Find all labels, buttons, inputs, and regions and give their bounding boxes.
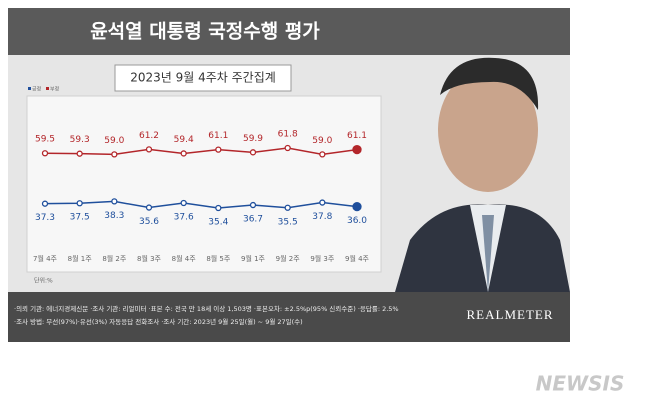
logo: REALMETER bbox=[467, 307, 554, 322]
data-label: 37.5 bbox=[70, 213, 90, 223]
data-label: 35.5 bbox=[278, 217, 298, 227]
data-label: 35.6 bbox=[139, 217, 159, 227]
watermark: NEWSIS bbox=[536, 372, 625, 396]
data-label: 37.3 bbox=[35, 213, 55, 223]
subtitle: 2023년 9월 4주차 주간집계 bbox=[130, 71, 276, 85]
x-tick-label: 9월 3주 bbox=[310, 254, 335, 263]
point bbox=[41, 200, 49, 207]
point bbox=[215, 146, 222, 153]
data-label: 38.3 bbox=[104, 211, 124, 221]
data-label: 37.6 bbox=[174, 213, 194, 223]
data-label: 36.0 bbox=[347, 216, 367, 226]
point bbox=[111, 151, 118, 158]
x-tick-label: 8월 2주 bbox=[102, 254, 127, 263]
series-line bbox=[44, 200, 358, 209]
series-line bbox=[44, 147, 358, 156]
point bbox=[352, 144, 362, 155]
data-label: 35.4 bbox=[208, 218, 228, 228]
legend-label: 부정 bbox=[50, 86, 59, 93]
data-label: 61.1 bbox=[347, 131, 367, 141]
point bbox=[180, 199, 187, 207]
footer-line: ·조사 방법: 무선(97%)·유선(3%) 자동응답 전화조사 ·조사 기간:… bbox=[14, 317, 303, 326]
footer-line: ·의뢰 기관: 에너지경제신문 ·조사 기관: 리얼미터 ·표본 수: 전국 만… bbox=[14, 304, 399, 313]
x-tick-label: 8월 4주 bbox=[172, 254, 197, 263]
data-label: 59.3 bbox=[70, 135, 90, 145]
legend-label: 긍정 bbox=[32, 86, 41, 93]
x-tick-label: 9월 1주 bbox=[241, 254, 266, 263]
legend-swatch bbox=[46, 87, 49, 90]
point bbox=[249, 201, 257, 209]
data-label: 61.8 bbox=[278, 130, 298, 140]
data-label: 59.0 bbox=[104, 136, 124, 146]
title-bar bbox=[8, 8, 570, 55]
data-label: 61.1 bbox=[208, 131, 228, 141]
data-label: 61.2 bbox=[139, 131, 159, 141]
x-tick-label: 9월 4주 bbox=[345, 254, 370, 263]
point bbox=[284, 204, 291, 211]
footer-bar bbox=[8, 292, 570, 342]
point bbox=[319, 199, 326, 206]
x-tick-label: 8월 1주 bbox=[68, 254, 93, 263]
x-tick-label: 8월 3주 bbox=[137, 254, 162, 263]
unit: 단위:% bbox=[34, 277, 53, 285]
point bbox=[352, 201, 362, 212]
plot-area bbox=[26, 95, 382, 273]
x-tick-label: 9월 2주 bbox=[276, 254, 301, 263]
point bbox=[145, 204, 153, 211]
point bbox=[319, 151, 326, 158]
point bbox=[41, 150, 49, 157]
point bbox=[145, 146, 153, 153]
legend-swatch bbox=[28, 87, 31, 90]
x-tick-label: 7월 4주 bbox=[33, 254, 58, 263]
point bbox=[111, 198, 118, 205]
point bbox=[215, 204, 222, 212]
data-label: 59.4 bbox=[174, 135, 194, 145]
point bbox=[249, 149, 257, 156]
data-label: 59.0 bbox=[312, 136, 332, 146]
point bbox=[180, 150, 187, 157]
data-label: 59.5 bbox=[35, 135, 55, 145]
point bbox=[76, 200, 83, 207]
subtitle-box bbox=[114, 64, 292, 92]
data-label: 59.9 bbox=[243, 134, 263, 144]
chart-title: 윤석열 대통령 국정수행 평가 bbox=[90, 21, 320, 43]
point bbox=[284, 144, 291, 152]
data-label: 36.7 bbox=[243, 215, 263, 225]
data-label: 37.8 bbox=[312, 212, 332, 222]
point bbox=[76, 150, 83, 157]
photo bbox=[395, 57, 570, 292]
x-tick-label: 8월 5주 bbox=[206, 254, 231, 263]
